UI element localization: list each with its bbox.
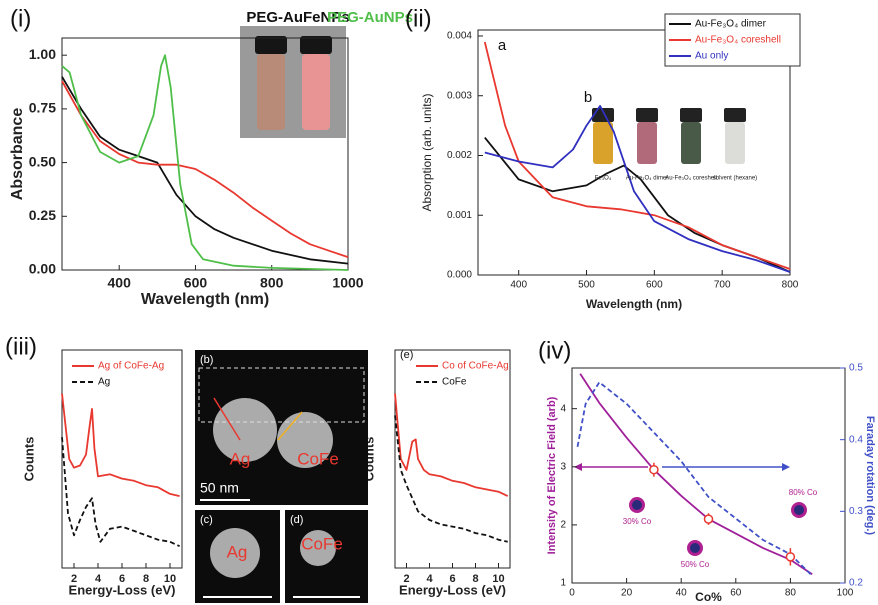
- annotation: b: [584, 89, 592, 106]
- image-label: (b): [200, 354, 213, 366]
- data-point: [786, 553, 794, 561]
- scale-bar-label: 50 nm: [200, 480, 239, 496]
- image-text: CoFe: [301, 534, 343, 553]
- legend-label: Au-Fe₃O₄ coreshell: [695, 35, 781, 46]
- legend-label: Ag: [98, 377, 110, 388]
- data-point: [650, 466, 658, 474]
- x-tick-label: 0: [569, 588, 575, 599]
- y-axis-title: Counts: [21, 437, 36, 482]
- x-tick-label: 600: [184, 275, 208, 291]
- vial: [257, 54, 285, 130]
- panel-label: (iv): [538, 337, 571, 364]
- y2-tick-label: 0.5: [849, 363, 863, 374]
- particle-icons: [629, 497, 807, 556]
- vial-cap: [255, 36, 287, 54]
- x-axis-title: Co%: [695, 590, 722, 604]
- x-axis-title: Energy-Loss (eV): [69, 582, 176, 597]
- data-point: [705, 515, 713, 523]
- photo-label: Fe₃O₄: [595, 176, 612, 182]
- x-tick-label: 600: [646, 280, 663, 291]
- y-tick-label: 0.001: [447, 210, 472, 221]
- x-axis-title: Wavelength (nm): [141, 291, 269, 308]
- annotation: 50% Co: [681, 560, 710, 569]
- y-tick-label: 3: [560, 461, 566, 472]
- x-tick-label: 80: [785, 588, 797, 599]
- photo-label: Au-Fe₃O₄ coreshell: [665, 176, 717, 182]
- annotation: PEG-AuNPs: [327, 9, 413, 26]
- x-axis-title: Wavelength (nm): [586, 297, 682, 311]
- annotation: a: [498, 37, 507, 54]
- y-tick-label: 0.50: [29, 153, 56, 169]
- y2-tick-label: 0.2: [849, 578, 863, 589]
- y2-tick-label: 0.3: [849, 506, 863, 517]
- x-tick-label: 100: [837, 588, 854, 599]
- series-line: [395, 415, 508, 541]
- figure: (i)40060080010000.000.250.500.751.00Wave…: [0, 0, 878, 605]
- y-axis-title: Absorbance: [9, 108, 26, 201]
- x-tick-label: 400: [510, 280, 527, 291]
- y2-axis-title: Faraday rotation (deg.): [864, 416, 876, 536]
- x-tick-label: 400: [108, 275, 132, 291]
- legend-label: Co of CoFe-Ag: [442, 361, 509, 372]
- legend-label: Ag of CoFe-Ag: [98, 361, 164, 372]
- plot-frame: [572, 368, 845, 583]
- y-tick-label: 0.002: [447, 150, 472, 161]
- x-tick-label: 800: [782, 280, 799, 291]
- image-label: (c): [200, 514, 213, 526]
- x-tick-label: 800: [260, 275, 284, 291]
- vial-cap: [300, 36, 332, 54]
- legend-label: Au-Fe₃O₄ dimer: [695, 19, 767, 30]
- image-text: CoFe: [297, 449, 339, 468]
- y-tick-label: 4: [560, 403, 566, 414]
- image-text: Ag: [227, 542, 248, 561]
- y-tick-label: 0.003: [447, 90, 472, 101]
- photo-label: solvent (hexane): [713, 176, 757, 182]
- y-tick-label: 0.00: [29, 261, 56, 277]
- x-tick-label: 1000: [332, 275, 363, 291]
- y-tick-label: 0.000: [447, 270, 472, 281]
- panel-label: (ii): [405, 5, 432, 32]
- y-tick-label: 2: [560, 520, 566, 531]
- x-tick-label: 20: [621, 588, 633, 599]
- y-axis-title: Intensity of Electric Field (arb): [546, 396, 558, 554]
- vial: [302, 54, 330, 130]
- y-tick-label: 0.25: [29, 207, 56, 223]
- y-tick-label: 1.00: [29, 46, 56, 62]
- image-label: (d): [290, 514, 303, 526]
- series-line: [395, 394, 508, 497]
- y-axis-title: Absorption (arb. units): [420, 93, 434, 211]
- x-axis-title: Energy-Loss (eV): [399, 582, 506, 597]
- annotation: 80% Co: [789, 488, 818, 497]
- series-line: [62, 394, 180, 497]
- y-tick-label: 0.004: [447, 31, 472, 42]
- y2-tick-label: 0.4: [849, 434, 863, 445]
- x-tick-label: 40: [676, 588, 688, 599]
- annotation: 30% Co: [623, 517, 652, 526]
- legend-label: CoFe: [442, 377, 467, 388]
- y-tick-label: 1: [560, 578, 566, 589]
- arrows: [574, 463, 790, 471]
- legend-label: Au only: [695, 51, 728, 62]
- x-tick-label: 500: [578, 280, 595, 291]
- panel-label: (e): [400, 349, 413, 361]
- series-line: [62, 437, 180, 546]
- panel-label: (iii): [5, 333, 37, 360]
- panel-label: (i): [10, 5, 31, 32]
- y-tick-label: 0.75: [29, 100, 56, 116]
- x-tick-label: 700: [714, 280, 731, 291]
- x-tick-label: 60: [730, 588, 742, 599]
- photo-label: Au-Fe₃O₄ dimer: [626, 176, 669, 182]
- image-text: Ag: [230, 449, 251, 468]
